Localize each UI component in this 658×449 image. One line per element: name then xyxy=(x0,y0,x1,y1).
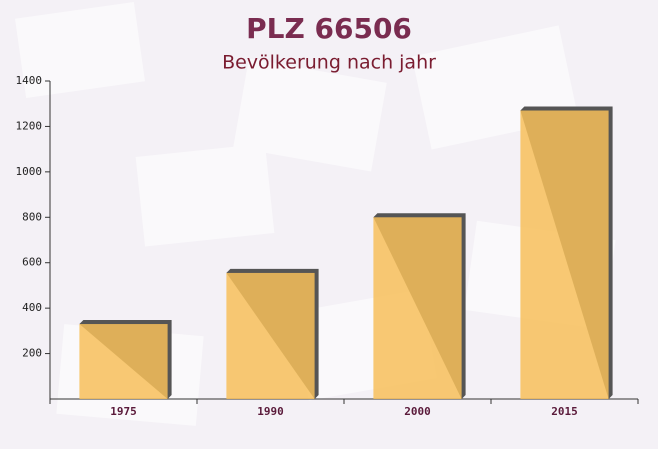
chart-title: PLZ 66506 xyxy=(246,12,412,45)
bar xyxy=(226,272,315,399)
bar xyxy=(79,324,168,399)
y-tick-label: 1400 xyxy=(16,74,43,87)
chart-subtitle: Bevölkerung nach jahr xyxy=(222,52,436,74)
x-tick-label: 1990 xyxy=(257,405,284,418)
y-tick-label: 200 xyxy=(22,347,42,360)
bar xyxy=(520,110,609,400)
y-tick-label: 800 xyxy=(22,210,42,223)
x-tick-label: 2000 xyxy=(404,405,431,418)
x-tick-label: 2015 xyxy=(551,405,578,418)
x-tick-label: 1975 xyxy=(110,405,137,418)
y-tick-label: 1000 xyxy=(16,165,43,178)
y-tick-label: 600 xyxy=(22,256,42,269)
y-tick-label: 400 xyxy=(22,301,42,314)
y-tick-label: 1200 xyxy=(16,119,43,132)
bar xyxy=(373,217,462,399)
